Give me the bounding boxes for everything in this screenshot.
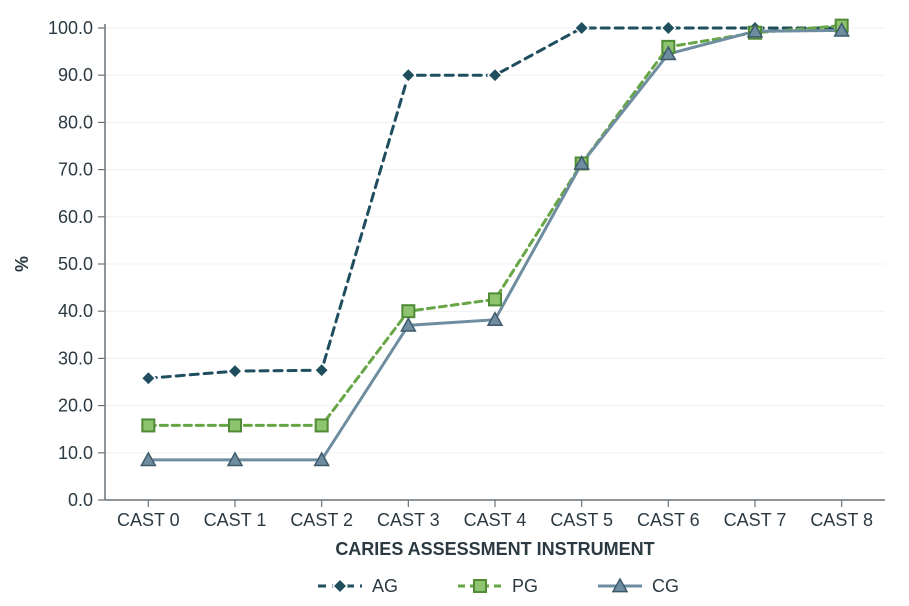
marker-square xyxy=(402,305,414,317)
marker-square xyxy=(474,580,486,592)
x-tick-label: CAST 0 xyxy=(117,510,180,530)
marker-square xyxy=(142,419,154,431)
x-tick-label: CAST 2 xyxy=(290,510,353,530)
x-tick-label: CAST 4 xyxy=(464,510,527,530)
marker-diamond xyxy=(401,68,415,82)
series-markers-CG xyxy=(141,23,848,465)
marker-diamond xyxy=(575,21,589,35)
x-tick-label: CAST 5 xyxy=(550,510,613,530)
y-tick-label: 50.0 xyxy=(58,254,93,274)
marker-square xyxy=(316,419,328,431)
x-axis-label: CARIES ASSESSMENT INSTRUMENT xyxy=(335,539,654,559)
legend-item-AG: AG xyxy=(318,576,398,596)
legend-label: AG xyxy=(372,576,398,596)
marker-diamond xyxy=(141,371,155,385)
y-tick-label: 70.0 xyxy=(58,160,93,180)
y-tick-label: 20.0 xyxy=(58,396,93,416)
x-tick-label: CAST 6 xyxy=(637,510,700,530)
legend-label: PG xyxy=(512,576,538,596)
legend-item-PG: PG xyxy=(458,576,538,596)
y-tick-label: 90.0 xyxy=(58,65,93,85)
y-tick-label: 60.0 xyxy=(58,207,93,227)
x-tick-label: CAST 8 xyxy=(810,510,873,530)
y-tick-label: 80.0 xyxy=(58,112,93,132)
marker-square xyxy=(229,419,241,431)
marker-diamond xyxy=(228,364,242,378)
series-line-CG xyxy=(148,30,841,460)
marker-diamond xyxy=(488,68,502,82)
x-tick-label: CAST 3 xyxy=(377,510,440,530)
chart-container: 0.0 10.0 20.0 30.0 40.0 50.0 60.0 70.0 80.0 90.0 1… xyxy=(0,0,909,606)
y-tick-label: 40.0 xyxy=(58,301,93,321)
y-tick-label: 10.0 xyxy=(58,443,93,463)
legend-label: CG xyxy=(652,576,679,596)
marker-diamond xyxy=(333,579,347,593)
legend-item-CG: CG xyxy=(598,576,679,596)
marker-square xyxy=(489,293,501,305)
line-chart: 0.0 10.0 20.0 30.0 40.0 50.0 60.0 70.0 80.0 90.0 1… xyxy=(0,0,909,606)
x-tick-label: CAST 1 xyxy=(204,510,267,530)
y-axis-label: % xyxy=(12,256,32,272)
y-tick-label: 0.0 xyxy=(68,490,93,510)
marker-diamond xyxy=(315,363,329,377)
y-tick-label: 30.0 xyxy=(58,348,93,368)
marker-diamond xyxy=(661,21,675,35)
x-tick-label: CAST 7 xyxy=(724,510,787,530)
series-line-PG xyxy=(148,26,841,426)
y-tick-label: 100.0 xyxy=(48,18,93,38)
